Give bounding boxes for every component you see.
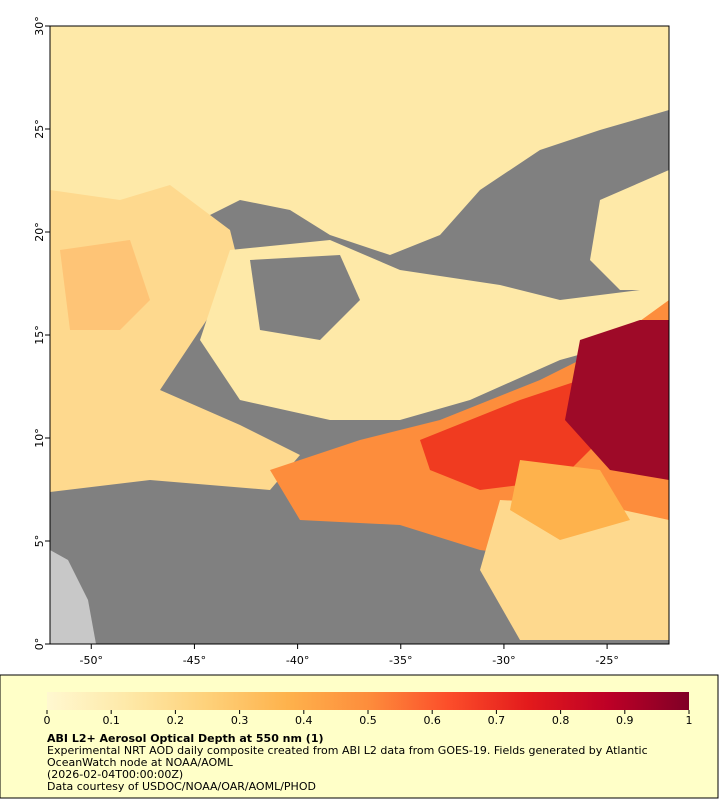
y-tick-label: 30° (33, 16, 46, 36)
x-tick-label: -40° (286, 654, 309, 667)
no-data-patch (250, 255, 360, 340)
colorbar-tick-label: 0.5 (359, 714, 377, 727)
y-tick-label: 25° (33, 119, 46, 139)
land (50, 550, 96, 644)
colorbar-tick-label: 0.1 (102, 714, 120, 727)
x-tick-label: -30° (492, 654, 515, 667)
colorbar-tick-label: 0.8 (552, 714, 570, 727)
legend-title: ABI L2+ Aerosol Optical Depth at 550 nm … (47, 732, 324, 745)
y-tick-label: 5° (33, 535, 46, 548)
x-tick-label: -35° (389, 654, 412, 667)
colorbar-tick-label: 0.7 (488, 714, 506, 727)
y-tick-label: 0° (33, 638, 46, 651)
aod-mid-region (60, 240, 150, 330)
x-tick-label: -45° (183, 654, 206, 667)
colorbar-tick-label: 1 (686, 714, 693, 727)
colorbar-tick-label: 0.3 (231, 714, 249, 727)
aod-low-region (50, 26, 669, 255)
colorbar-tick-label: 0.9 (616, 714, 634, 727)
colorbar-tick-label: 0.2 (167, 714, 185, 727)
map-field (50, 26, 669, 644)
legend-line: Experimental NRT AOD daily composite cre… (47, 744, 648, 757)
y-tick-label: 15° (33, 325, 46, 345)
legend-line: (2026-02-04T00:00:00Z) (47, 768, 183, 781)
colorbar-tick-label: 0.4 (295, 714, 313, 727)
aod-very-high-region (565, 320, 669, 480)
colorbar (47, 692, 689, 710)
aod-mid-region (510, 460, 630, 540)
x-tick-label: -50° (80, 654, 103, 667)
legend-line: OceanWatch node at NOAA/AOML (47, 756, 234, 769)
y-tick-label: 20° (33, 222, 46, 242)
aod-low-region (480, 500, 669, 640)
aod-high-region (420, 380, 600, 490)
legend-line: Data courtesy of USDOC/NOAA/OAR/AOML/PHO… (47, 780, 316, 793)
aod-low-region (590, 170, 669, 290)
colorbar-tick-label: 0.6 (423, 714, 441, 727)
colorbar-tick-label: 0 (44, 714, 51, 727)
x-tick-label: -25° (595, 654, 618, 667)
y-tick-label: 10° (33, 428, 46, 448)
